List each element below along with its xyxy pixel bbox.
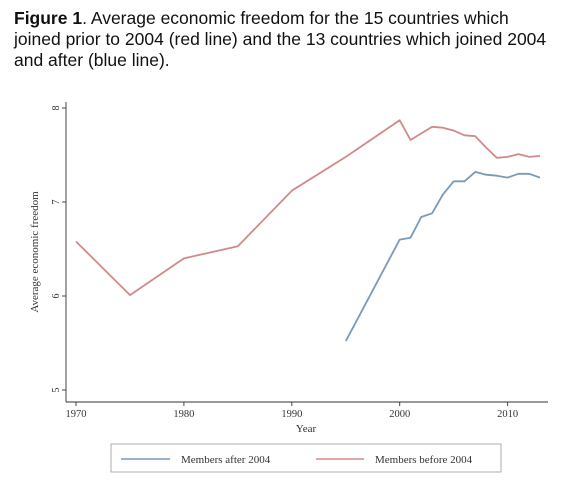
series-line-members-before-2004 [75,119,541,297]
y-tick-label: 7 [51,200,62,205]
x-axis-title: Year [296,423,317,435]
x-tick-label: 2000 [389,409,410,420]
figure-label: Figure 1 [14,8,83,28]
y-tick-label: 8 [51,106,62,111]
figure-caption: Figure 1. Average economic freedom for t… [14,8,559,71]
y-axis-title: Average economic freedom [29,191,41,313]
plot-area [66,102,548,402]
legend-box [110,443,502,473]
series-lines [75,119,541,342]
legend-label-members-before-2004: Members before 2004 [375,454,473,466]
figure-caption-text: . Average economic freedom for the 15 co… [14,8,547,70]
series-line-members-after-2004 [345,170,541,342]
y-tick-label: 5 [51,388,62,393]
axes: 5 6 7 8 1970 1980 1990 2000 2010 [51,102,548,420]
x-tick-label: 1990 [281,409,302,420]
x-tick-label: 2010 [497,409,518,420]
legend-label-members-after-2004: Members after 2004 [181,454,271,466]
legend: Members after 2004 Members before 2004 [110,443,502,473]
x-tick-label: 1970 [66,409,87,420]
x-tick-label: 1980 [173,409,194,420]
y-tick-label: 6 [51,294,62,299]
